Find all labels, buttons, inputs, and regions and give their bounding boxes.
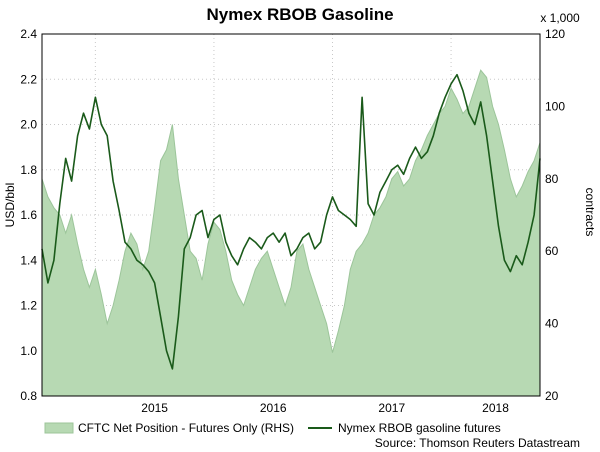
x-tick-label-2: 2017 <box>378 401 405 415</box>
series-rbob-futures-line <box>41 73 541 370</box>
y-tick-label-6: 2.0 <box>20 118 37 132</box>
legend-area-label: CFTC Net Position - Futures Only (RHS) <box>78 421 294 435</box>
y2-multiplier-label: x 1,000 <box>540 11 580 25</box>
y2-axis-label: contracts <box>583 188 597 237</box>
y2-tick-label-5: 120 <box>545 27 565 41</box>
left-tick-labels: 0.8 1.0 1.2 1.4 1.6 1.8 2.0 2.2 2.4 <box>20 27 37 403</box>
y-tick-label-7: 2.2 <box>20 72 37 86</box>
y-axis-label: USD/bbl <box>3 183 17 228</box>
y-tick-label-4: 1.6 <box>20 208 37 222</box>
area-series-layer <box>41 69 541 397</box>
line-series-layer <box>41 73 541 370</box>
y-tick-label-1: 1.0 <box>20 344 37 358</box>
legend-area-swatch <box>44 422 74 434</box>
y-tick-label-2: 1.2 <box>20 299 37 313</box>
x-tick-labels: 2015 2016 2017 2018 <box>141 401 509 415</box>
x-tick-label-1: 2016 <box>260 401 287 415</box>
y-tick-label-3: 1.4 <box>20 253 37 267</box>
series-cftc-net-position-area <box>41 69 541 397</box>
legend-line-label: Nymex RBOB gasoline futures <box>338 421 501 435</box>
y-tick-label-0: 0.8 <box>20 389 37 403</box>
chart-title: Nymex RBOB Gasoline <box>206 5 393 24</box>
y-tick-label-8: 2.4 <box>20 27 37 41</box>
y2-tick-label-1: 40 <box>545 317 559 331</box>
y2-tick-label-3: 80 <box>545 172 559 186</box>
y2-tick-label-4: 100 <box>545 99 565 113</box>
y2-tick-label-2: 60 <box>545 244 559 258</box>
y2-tick-label-0: 20 <box>545 389 559 403</box>
y-tick-label-5: 1.8 <box>20 163 37 177</box>
x-tick-label-0: 2015 <box>141 401 168 415</box>
legend: CFTC Net Position - Futures Only (RHS) N… <box>44 421 501 435</box>
x-tick-label-3: 2018 <box>482 401 509 415</box>
right-tick-labels: 20 40 60 80 100 120 <box>545 27 565 403</box>
source-note: Source: Thomson Reuters Datastream <box>375 436 580 450</box>
plot-frame <box>41 33 541 397</box>
